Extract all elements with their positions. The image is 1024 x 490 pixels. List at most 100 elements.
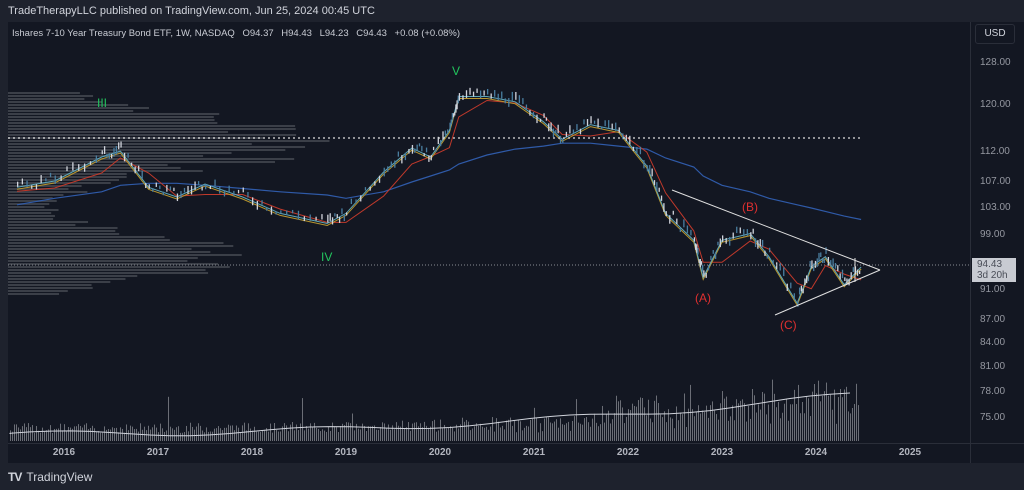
candle xyxy=(40,175,42,184)
volume-bar xyxy=(778,401,779,441)
candle xyxy=(852,267,854,272)
candle xyxy=(378,175,381,183)
candle xyxy=(772,259,774,265)
candle xyxy=(818,252,820,262)
candle xyxy=(452,113,455,118)
candle xyxy=(103,146,106,155)
volume-bar xyxy=(384,423,385,441)
candle xyxy=(536,114,538,124)
volume-bar xyxy=(128,430,129,441)
candle xyxy=(754,238,757,248)
volume-bar xyxy=(602,405,603,441)
volume-ma-line xyxy=(9,392,851,437)
candle xyxy=(437,136,439,145)
candle xyxy=(696,244,698,253)
volume-bar xyxy=(134,429,135,441)
candle xyxy=(383,167,385,177)
volume-bar xyxy=(400,426,401,441)
volume-bar xyxy=(358,428,359,441)
volume-bar xyxy=(702,410,703,441)
volume-bar xyxy=(178,426,179,441)
candle xyxy=(479,90,482,99)
candle xyxy=(219,186,221,194)
symbol-name[interactable]: Ishares 7-10 Year Treasury Bond ETF, 1W,… xyxy=(12,28,235,39)
candle xyxy=(698,259,700,263)
candle xyxy=(802,288,804,294)
volume-bar xyxy=(116,427,117,441)
candle xyxy=(539,118,542,122)
candle xyxy=(707,265,710,271)
price-tick: 87.00 xyxy=(980,314,1006,325)
volume-profile-bar xyxy=(8,239,170,241)
volume-bar xyxy=(34,432,35,441)
volume-bar xyxy=(110,429,111,441)
candle xyxy=(209,185,211,190)
candle xyxy=(173,187,175,191)
candle xyxy=(859,270,861,274)
current-price-label: 94.43 3d 20h xyxy=(972,258,1016,282)
volume-bar xyxy=(594,413,595,441)
currency-button[interactable]: USD xyxy=(975,24,1015,44)
volume-bar xyxy=(818,380,819,441)
volume-bar xyxy=(814,384,815,441)
volume-bar xyxy=(336,427,337,441)
volume-bar xyxy=(246,430,247,441)
volume-bar xyxy=(802,401,803,441)
candle xyxy=(769,247,771,253)
volume-profile-bar xyxy=(8,215,55,217)
volume-bar xyxy=(736,399,737,441)
volume-bar xyxy=(762,391,763,441)
volume-profile-bar xyxy=(8,281,111,283)
candle xyxy=(736,226,738,234)
candle xyxy=(543,113,545,118)
candle xyxy=(425,147,428,153)
candle xyxy=(611,123,613,130)
candle xyxy=(483,90,485,96)
candle xyxy=(315,216,317,221)
wave-label-iii: III xyxy=(97,96,108,110)
volume-bar xyxy=(616,395,617,441)
volume-bar xyxy=(272,432,273,441)
candle xyxy=(856,269,859,276)
volume-bar xyxy=(606,413,607,441)
candle xyxy=(694,243,697,250)
volume-bar xyxy=(308,428,309,441)
candle xyxy=(303,216,305,222)
volume-bar xyxy=(700,413,701,441)
candle xyxy=(649,165,651,175)
candle xyxy=(237,189,240,194)
candle xyxy=(26,180,28,188)
volume-bar xyxy=(442,428,443,441)
volume-bar xyxy=(158,432,159,441)
time-tick: 2020 xyxy=(428,447,452,458)
tradingview-logo[interactable]: TV TradingView xyxy=(8,470,92,484)
volume-bar xyxy=(62,430,63,441)
candle xyxy=(683,219,685,228)
volume-bar xyxy=(192,426,193,441)
candle xyxy=(266,207,268,211)
volume-profile-bar xyxy=(8,206,45,208)
candle xyxy=(458,93,461,101)
candle xyxy=(656,182,658,192)
candle xyxy=(850,272,852,280)
candle xyxy=(550,122,552,132)
volume-bar xyxy=(668,409,669,441)
candle xyxy=(841,269,844,279)
candle xyxy=(725,237,727,244)
candle xyxy=(176,193,179,202)
volume-profile-bar xyxy=(8,200,57,202)
volume-bar xyxy=(390,429,391,441)
candle xyxy=(672,210,674,215)
volume-bar xyxy=(306,426,307,441)
volume-bar xyxy=(552,423,553,441)
volume-bar xyxy=(812,391,813,441)
volume-bar xyxy=(724,398,725,441)
volume-bar xyxy=(378,429,379,441)
volume-bar xyxy=(722,391,723,441)
volume-bar xyxy=(70,427,71,441)
volume-bar xyxy=(76,426,77,441)
volume-profile-bar xyxy=(8,272,209,274)
volume-profile-bar xyxy=(8,266,230,268)
candle xyxy=(432,146,435,151)
volume-bar xyxy=(810,416,811,441)
